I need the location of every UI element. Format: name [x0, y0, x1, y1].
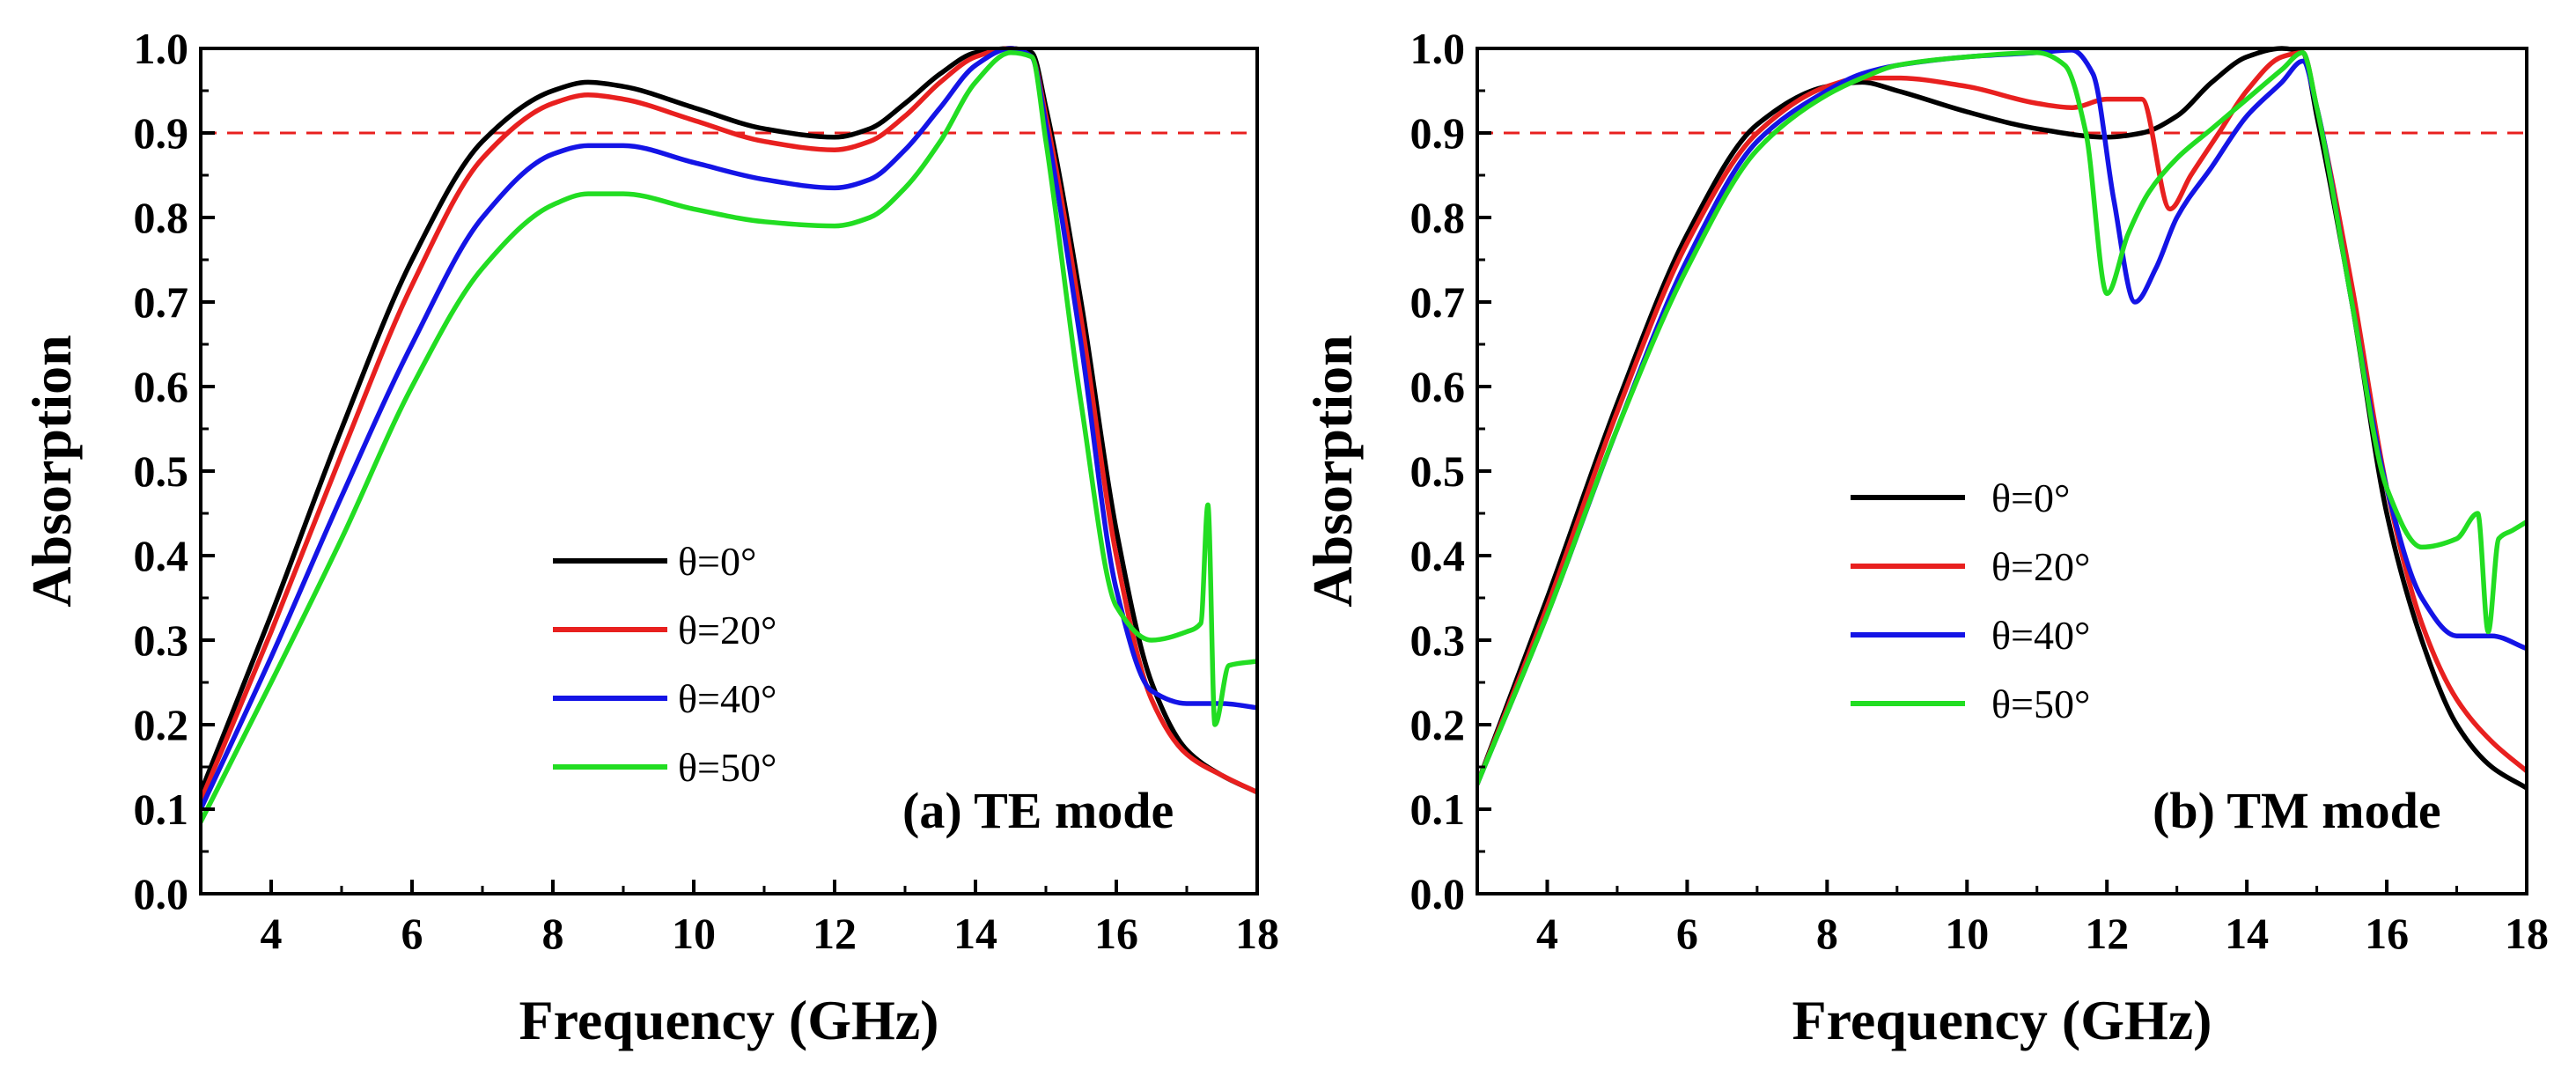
x-tick-label: 6 [401, 909, 423, 958]
background [0, 0, 2576, 1072]
x-tick-label: 8 [1816, 909, 1838, 958]
legend-label: θ=0° [678, 539, 756, 584]
y-tick-label: 0.9 [1410, 108, 1466, 158]
y-tick-label: 0.9 [134, 108, 189, 158]
y-tick-label: 0.3 [134, 615, 189, 665]
x-tick-label: 12 [2085, 909, 2129, 958]
x-tick-label: 10 [1945, 909, 1989, 958]
y-tick-label: 0.4 [1410, 531, 1466, 580]
y-tick-label: 0.0 [134, 869, 189, 918]
x-tick-label: 10 [672, 909, 716, 958]
y-axis-title: Absorption [20, 335, 83, 607]
y-tick-label: 1.0 [134, 24, 189, 73]
y-tick-label: 0.6 [134, 362, 189, 411]
y-tick-label: 0.8 [1410, 193, 1466, 242]
mode-annotation: (b) TM mode [2153, 782, 2441, 839]
y-tick-label: 0.6 [1410, 362, 1466, 411]
mode-annotation: (a) TE mode [902, 782, 1174, 839]
x-tick-label: 4 [1536, 909, 1558, 958]
y-tick-label: 0.3 [1410, 615, 1466, 665]
x-tick-label: 16 [1094, 909, 1138, 958]
y-tick-label: 0.2 [134, 700, 189, 749]
legend-label: θ=40° [678, 676, 776, 721]
legend-label: θ=0° [1991, 475, 2070, 520]
legend-label: θ=20° [1991, 544, 2090, 589]
y-tick-label: 0.2 [1410, 700, 1466, 749]
y-tick-label: 1.0 [1410, 24, 1466, 73]
y-tick-label: 0.7 [134, 277, 189, 327]
x-tick-label: 14 [2225, 909, 2269, 958]
y-tick-label: 0.4 [134, 531, 189, 580]
x-tick-label: 6 [1676, 909, 1698, 958]
x-tick-label: 18 [1235, 909, 1279, 958]
y-tick-label: 0.1 [1410, 785, 1466, 834]
x-tick-label: 12 [813, 909, 857, 958]
y-tick-label: 0.8 [134, 193, 189, 242]
figure: 0.0 0.1 0.2 0.3 0.4 0.5 0.6 0.7 0.8 0.9 1.0 4 6 8 10 12… [0, 0, 2576, 1072]
legend-label: θ=50° [1991, 682, 2090, 726]
legend-label: θ=50° [678, 745, 776, 790]
x-axis-title: Frequency (GHz) [1792, 989, 2212, 1051]
x-tick-label: 8 [542, 909, 564, 958]
y-tick-label: 0.1 [134, 785, 189, 834]
y-tick-label: 0.5 [134, 446, 189, 496]
chart-canvas: 0.0 0.1 0.2 0.3 0.4 0.5 0.6 0.7 0.8 0.9 1.0 4 6 8 10 12… [0, 0, 2576, 1072]
x-tick-label: 18 [2505, 909, 2549, 958]
y-tick-label: 0.7 [1410, 277, 1466, 327]
x-axis-title: Frequency (GHz) [519, 989, 939, 1051]
legend-label: θ=20° [678, 608, 776, 652]
y-tick-label: 0.0 [1410, 869, 1466, 918]
x-tick-label: 16 [2365, 909, 2409, 958]
y-axis-title: Absorption [1301, 335, 1364, 607]
y-tick-label: 0.5 [1410, 446, 1466, 496]
legend-label: θ=40° [1991, 613, 2090, 658]
x-tick-label: 14 [953, 909, 997, 958]
x-tick-label: 4 [261, 909, 283, 958]
